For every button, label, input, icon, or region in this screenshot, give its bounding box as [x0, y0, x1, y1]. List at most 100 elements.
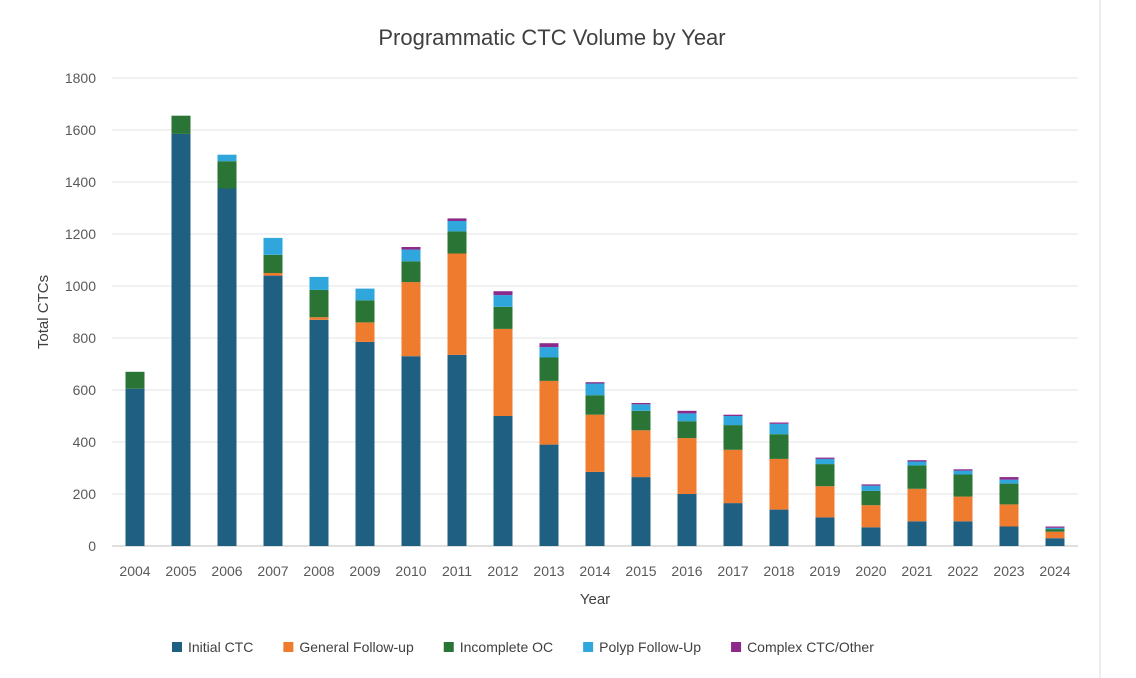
bar-segment	[677, 494, 697, 546]
bar-segment	[723, 425, 743, 450]
y-tick-label: 1400	[65, 174, 96, 190]
bar-segment	[447, 231, 467, 254]
bar-segment	[217, 188, 237, 546]
bar-segment	[677, 438, 697, 494]
x-tick-label: 2015	[625, 563, 656, 579]
bar-segment	[861, 527, 881, 546]
y-tick-label: 800	[73, 330, 97, 346]
x-tick-label: 2006	[211, 563, 242, 579]
bar-segment	[217, 154, 237, 162]
legend-label: General Follow-up	[299, 639, 414, 655]
bar-segment	[309, 319, 329, 546]
bar-segment	[493, 416, 513, 546]
bar-segment	[585, 383, 605, 396]
bar-segment	[263, 237, 283, 255]
bar-segment	[861, 484, 881, 486]
bar-segment	[815, 486, 835, 518]
legend-label: Polyp Follow-Up	[599, 639, 701, 655]
x-tick-label: 2023	[993, 563, 1024, 579]
bar-segment	[309, 317, 329, 320]
bar-segment	[1045, 526, 1065, 528]
bar-segment	[999, 526, 1019, 546]
bar-segment	[769, 434, 789, 459]
y-tick-label: 1600	[65, 122, 96, 138]
bar-segment	[355, 288, 375, 301]
bar-segment	[263, 273, 283, 276]
bar-segment	[125, 388, 145, 546]
bar-segment	[447, 218, 467, 221]
bar-segment	[1045, 531, 1065, 539]
x-tick-label: 2020	[855, 563, 886, 579]
bar-segment	[723, 414, 743, 416]
x-tick-label: 2021	[901, 563, 932, 579]
bar-segment	[769, 509, 789, 546]
legend-swatch	[172, 642, 182, 652]
bar-segment	[401, 261, 421, 283]
bar-segment	[631, 477, 651, 546]
x-tick-label: 2005	[165, 563, 196, 579]
bar-segment	[907, 488, 927, 522]
bar-segment	[585, 382, 605, 384]
bar-segment	[585, 395, 605, 415]
bar-segment	[861, 505, 881, 528]
x-tick-label: 2012	[487, 563, 518, 579]
bar-segment	[401, 249, 421, 262]
bar-segment	[769, 458, 789, 510]
bar-segment	[907, 521, 927, 546]
legend: Initial CTC General Follow-up Incomplete O…	[172, 639, 874, 655]
bars	[125, 115, 1065, 546]
bar-segment	[263, 275, 283, 546]
x-tick-label: 2022	[947, 563, 978, 579]
y-tick-label: 1800	[65, 70, 96, 86]
y-axis-label: Total CTCs	[35, 275, 52, 349]
bar-segment	[769, 423, 789, 435]
y-tick-label: 1200	[65, 226, 96, 242]
bar-segment	[999, 483, 1019, 505]
bar-segment	[677, 421, 697, 439]
bar-segment	[401, 356, 421, 546]
legend-item: Incomplete OC	[443, 639, 553, 655]
bar-segment	[1045, 538, 1065, 546]
x-tick-label: 2007	[257, 563, 288, 579]
bar-segment	[999, 477, 1019, 480]
bar-segment	[585, 471, 605, 546]
bar-segment	[631, 403, 651, 405]
bar-segment	[723, 503, 743, 546]
bar-segment	[539, 343, 559, 348]
y-axis-ticks: 0 200 400 600 800 1000 1200 1400 1600 1800	[65, 70, 96, 554]
bar-segment	[815, 458, 835, 465]
bar-segment	[631, 430, 651, 478]
bar-segment	[493, 291, 513, 296]
chart-title: Programmatic CTC Volume by Year	[378, 25, 725, 50]
bar-segment	[861, 490, 881, 506]
x-tick-label: 2008	[303, 563, 334, 579]
x-tick-label: 2011	[442, 563, 472, 579]
legend-item: Complex CTC/Other	[731, 639, 874, 655]
bar-segment	[493, 295, 513, 307]
bar-segment	[355, 300, 375, 323]
bar-segment	[539, 347, 559, 358]
bar-segment	[1045, 529, 1065, 532]
legend-label: Complex CTC/Other	[747, 639, 874, 655]
bar-segment	[355, 322, 375, 342]
y-tick-label: 600	[73, 382, 97, 398]
x-tick-label: 2019	[809, 563, 840, 579]
bar-segment	[953, 469, 973, 471]
bar-segment	[171, 115, 191, 134]
bar-segment	[125, 371, 145, 389]
bar-segment	[677, 410, 697, 414]
legend-swatch	[443, 642, 454, 652]
bar-segment	[953, 496, 973, 522]
bar-segment	[631, 410, 651, 431]
bar-segment	[907, 461, 927, 466]
bar-segment	[907, 465, 927, 489]
bar-segment	[171, 133, 191, 546]
y-tick-label: 200	[73, 486, 97, 502]
legend-item: General Follow-up	[283, 639, 414, 655]
bar-segment	[447, 253, 467, 355]
bar-segment	[493, 306, 513, 329]
y-tick-label: 0	[88, 538, 96, 554]
x-axis-ticks: 2004 2005 2006 2007 2008 2009 2010 2011 2012 2013…	[119, 563, 1070, 579]
bar-segment	[309, 289, 329, 318]
